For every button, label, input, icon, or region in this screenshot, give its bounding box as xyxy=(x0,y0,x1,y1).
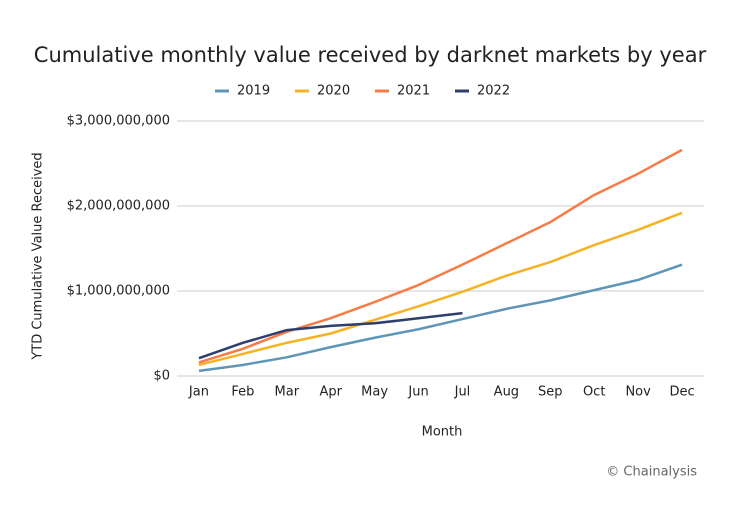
y-tick-label: $3,000,000,000 xyxy=(67,114,170,129)
legend-label: 2022 xyxy=(477,84,510,99)
y-tick-label: $0 xyxy=(153,369,170,384)
x-tick-label: Oct xyxy=(583,385,605,400)
x-axis-label: Month xyxy=(422,425,463,440)
x-tick-label: May xyxy=(361,385,388,400)
series-line xyxy=(198,311,463,360)
series-line xyxy=(198,148,683,364)
x-tick-label: Feb xyxy=(231,385,254,400)
y-axis-label: YTD Cumulative Value Received xyxy=(31,152,46,360)
x-tick-label: Jul xyxy=(454,385,471,400)
x-tick-label: Sep xyxy=(538,385,563,400)
legend-label: 2020 xyxy=(317,84,350,99)
series-line xyxy=(198,211,683,367)
source: © Chainalysis xyxy=(606,465,697,480)
legend-label: 2019 xyxy=(237,84,270,99)
x-tick-label: Dec xyxy=(669,385,694,400)
x-tick-label: Mar xyxy=(275,385,300,400)
y-tick-label: $2,000,000,000 xyxy=(67,199,170,214)
series-line xyxy=(198,263,683,373)
x-tick-label: Aug xyxy=(494,385,519,400)
x-tick-label: Nov xyxy=(625,385,651,400)
legend-label: 2021 xyxy=(397,84,430,99)
chart-title: Cumulative monthly value received by dar… xyxy=(34,43,707,67)
x-tick-label: Jun xyxy=(407,385,428,400)
x-tick-label: Apr xyxy=(319,385,342,400)
y-tick-label: $1,000,000,000 xyxy=(67,284,170,299)
x-tick-label: Jan xyxy=(188,385,209,400)
